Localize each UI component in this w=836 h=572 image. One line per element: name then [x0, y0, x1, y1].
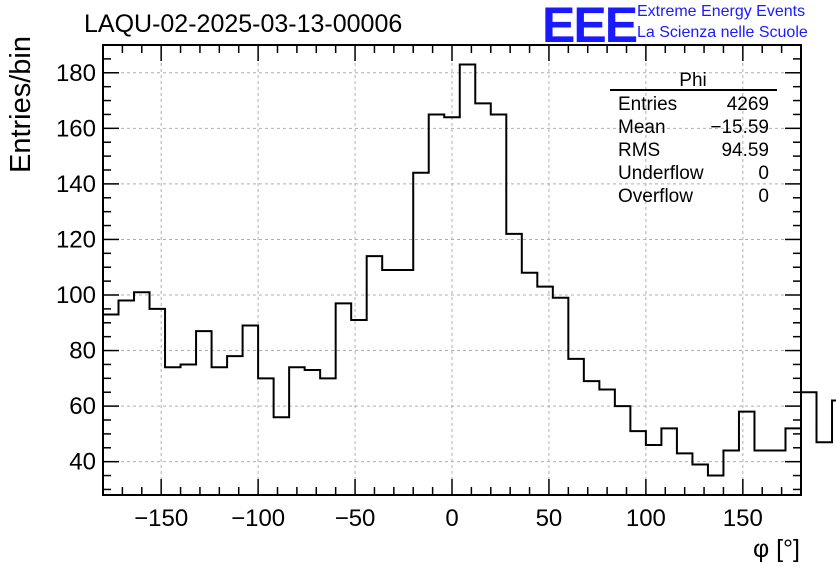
- y-tick-label: 60: [69, 393, 96, 420]
- grid-lines: [103, 45, 801, 495]
- logo-line-2: La Scienza nelle Scuole: [637, 24, 808, 41]
- stats-value-entries: 4269: [727, 94, 769, 115]
- stats-value-overflow: 0: [758, 186, 769, 207]
- stats-value-mean: −15.59: [710, 117, 769, 138]
- y-tick-label: 80: [69, 338, 96, 365]
- y-tick-label: 120: [56, 226, 96, 253]
- stats-title: Phi: [679, 70, 706, 91]
- stats-label-entries: Entries: [618, 94, 677, 115]
- stats-label-underflow: Underflow: [618, 163, 704, 184]
- chart-title: LAQU-02-2025-03-13-00006: [84, 10, 403, 38]
- x-tick-label: 0: [445, 505, 458, 532]
- x-tick-label: 150: [723, 505, 763, 532]
- y-axis-label: Entries/bin: [5, 36, 37, 173]
- x-tick-label: −100: [231, 505, 285, 532]
- logo-line-1: Extreme Energy Events: [637, 3, 806, 20]
- eee-logo: EEE: [542, 0, 638, 53]
- stats-box: Phi Entries 4269 Mean −15.59 RMS 94.59 U…: [610, 70, 777, 207]
- stats-value-rms: 94.59: [721, 140, 769, 161]
- stats-label-mean: Mean: [618, 117, 666, 138]
- histogram-line: [103, 63, 836, 477]
- stats-value-underflow: 0: [758, 163, 769, 184]
- axis-ticks: [102, 44, 802, 495]
- x-tick-label: −50: [335, 505, 376, 532]
- stats-label-overflow: Overflow: [618, 186, 693, 207]
- x-tick-label: 100: [626, 505, 666, 532]
- tick-labels: −150 −100 −50 0 50 100 150 40 60 80 100 120 140 160 18…: [56, 60, 763, 532]
- y-tick-label: 160: [56, 115, 96, 142]
- stats-label-rms: RMS: [618, 140, 660, 161]
- y-tick-label: 180: [56, 60, 96, 87]
- y-tick-label: 100: [56, 282, 96, 309]
- x-tick-label: 50: [536, 505, 563, 532]
- x-tick-label: −150: [134, 505, 188, 532]
- y-tick-label: 40: [69, 449, 96, 476]
- y-tick-label: 140: [56, 171, 96, 198]
- x-axis-label: φ [°]: [753, 535, 800, 563]
